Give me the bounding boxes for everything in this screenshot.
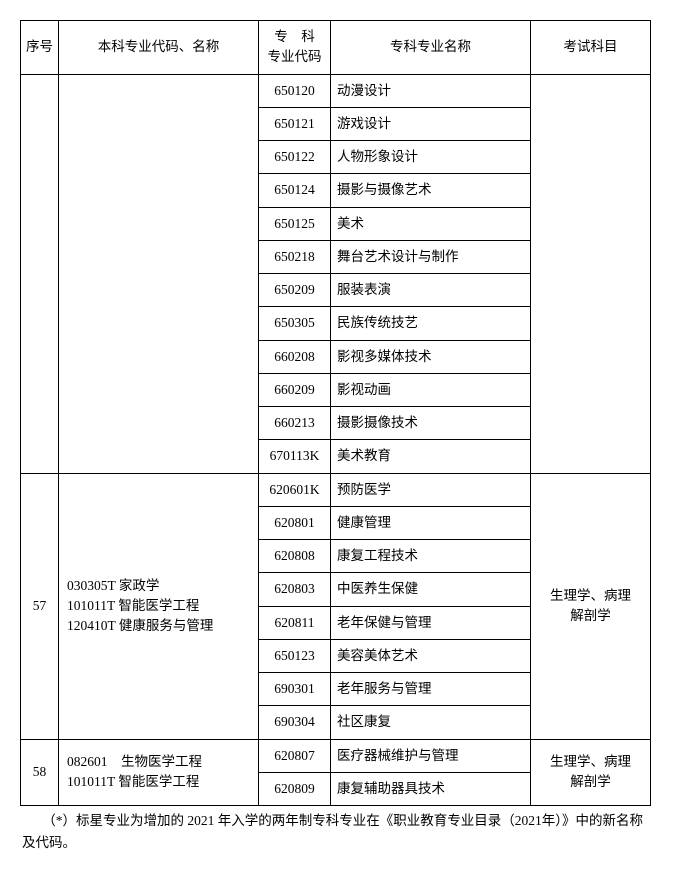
assoc-name: 人物形象设计 <box>331 141 531 174</box>
assoc-code: 650305 <box>259 307 331 340</box>
undergrad-line: 120410T 健康服务与管理 <box>67 618 213 633</box>
undergrad-line: 101011T 智能医学工程 <box>67 598 199 613</box>
assoc-code: 660209 <box>259 373 331 406</box>
exam-cell-57: 生理学、病理 解剖学 <box>531 473 651 739</box>
undergrad-line: 101011T 智能医学工程 <box>67 774 199 789</box>
seq-cell-58: 58 <box>21 739 59 806</box>
assoc-name: 中医养生保健 <box>331 573 531 606</box>
assoc-name: 美术教育 <box>331 440 531 473</box>
assoc-name: 舞台艺术设计与制作 <box>331 240 531 273</box>
assoc-code: 650123 <box>259 639 331 672</box>
table-row: 57 030305T 家政学 101011T 智能医学工程 120410T 健康… <box>21 473 651 506</box>
col-seq: 序号 <box>21 21 59 75</box>
assoc-name: 民族传统技艺 <box>331 307 531 340</box>
exam-line: 解剖学 <box>570 774 611 789</box>
col-assoc-code-l1: 专 科 <box>274 29 315 44</box>
assoc-code: 650120 <box>259 74 331 107</box>
assoc-name: 医疗器械维护与管理 <box>331 739 531 772</box>
assoc-name: 摄影摄像技术 <box>331 407 531 440</box>
assoc-name: 健康管理 <box>331 506 531 539</box>
assoc-code: 620811 <box>259 606 331 639</box>
assoc-name: 动漫设计 <box>331 74 531 107</box>
assoc-code: 650209 <box>259 274 331 307</box>
assoc-name: 美容美体艺术 <box>331 639 531 672</box>
assoc-code: 620807 <box>259 739 331 772</box>
assoc-name: 摄影与摄像艺术 <box>331 174 531 207</box>
table-row: 58 082601 生物医学工程 101011T 智能医学工程 620807 医… <box>21 739 651 772</box>
assoc-name: 老年服务与管理 <box>331 673 531 706</box>
assoc-code: 620809 <box>259 772 331 805</box>
col-exam: 考试科目 <box>531 21 651 75</box>
exam-cell-58: 生理学、病理 解剖学 <box>531 739 651 806</box>
assoc-code: 620801 <box>259 506 331 539</box>
col-undergrad: 本科专业代码、名称 <box>59 21 259 75</box>
exam-line: 生理学、病理 <box>550 588 631 603</box>
assoc-code: 690301 <box>259 673 331 706</box>
assoc-name: 老年保健与管理 <box>331 606 531 639</box>
undergrad-line: 082601 生物医学工程 <box>67 754 202 769</box>
footnote-text: （*）标星专业为增加的 2021 年入学的两年制专科专业在《职业教育专业目录（2… <box>22 810 651 853</box>
assoc-code: 620601K <box>259 473 331 506</box>
assoc-code: 650122 <box>259 141 331 174</box>
assoc-code: 650124 <box>259 174 331 207</box>
undergrad-cell-57: 030305T 家政学 101011T 智能医学工程 120410T 健康服务与… <box>59 473 259 739</box>
col-assoc-code: 专 科 专业代码 <box>259 21 331 75</box>
assoc-name: 康复工程技术 <box>331 540 531 573</box>
header-row: 序号 本科专业代码、名称 专 科 专业代码 专科专业名称 考试科目 <box>21 21 651 75</box>
assoc-name: 影视动画 <box>331 373 531 406</box>
assoc-code: 620803 <box>259 573 331 606</box>
assoc-name: 预防医学 <box>331 473 531 506</box>
col-assoc-code-l2: 专业代码 <box>268 49 322 64</box>
assoc-code: 650121 <box>259 107 331 140</box>
assoc-code: 690304 <box>259 706 331 739</box>
assoc-name: 服装表演 <box>331 274 531 307</box>
assoc-name: 社区康复 <box>331 706 531 739</box>
assoc-name: 康复辅助器具技术 <box>331 772 531 805</box>
undergrad-cell-58: 082601 生物医学工程 101011T 智能医学工程 <box>59 739 259 806</box>
assoc-code: 650125 <box>259 207 331 240</box>
seq-cell-top <box>21 74 59 473</box>
assoc-name: 影视多媒体技术 <box>331 340 531 373</box>
assoc-code: 660208 <box>259 340 331 373</box>
assoc-name: 游戏设计 <box>331 107 531 140</box>
exam-line: 解剖学 <box>570 608 611 623</box>
exam-cell-top <box>531 74 651 473</box>
undergrad-line: 030305T 家政学 <box>67 578 159 593</box>
col-assoc-name: 专科专业名称 <box>331 21 531 75</box>
assoc-code: 650218 <box>259 240 331 273</box>
assoc-code: 660213 <box>259 407 331 440</box>
assoc-code: 670113K <box>259 440 331 473</box>
assoc-name: 美术 <box>331 207 531 240</box>
table-row: 650120 动漫设计 <box>21 74 651 107</box>
assoc-code: 620808 <box>259 540 331 573</box>
seq-cell-57: 57 <box>21 473 59 739</box>
undergrad-cell-top <box>59 74 259 473</box>
majors-table: 序号 本科专业代码、名称 专 科 专业代码 专科专业名称 考试科目 650120… <box>20 20 651 806</box>
exam-line: 生理学、病理 <box>550 754 631 769</box>
